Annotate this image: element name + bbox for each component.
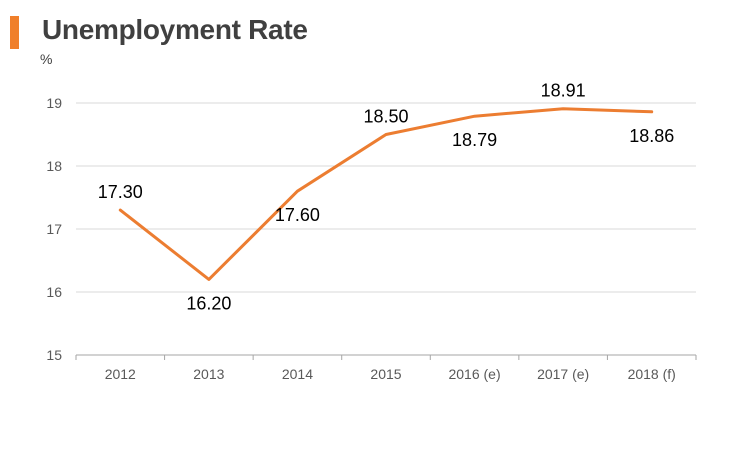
x-tick-label: 2018 (f) [628,366,676,382]
x-tick-label: 2016 (e) [448,366,500,382]
y-tick-label: 18 [46,158,62,174]
x-tick-label: 2014 [282,366,313,382]
x-tick-label: 2013 [193,366,224,382]
y-tick-label: 17 [46,221,62,237]
y-tick-label: 19 [46,95,62,111]
data-label: 17.60 [275,205,320,225]
y-axis-unit-label: % [40,51,52,67]
y-tick-label: 16 [46,284,62,300]
data-label: 18.50 [363,107,408,127]
series-line [118,107,654,281]
x-tick-label: 2015 [370,366,401,382]
x-tick-label: 2012 [105,366,136,382]
data-label: 18.79 [452,130,497,150]
data-label: 17.30 [98,182,143,202]
chart-title: Unemployment Rate [42,14,308,45]
title-accent-bar [10,16,19,49]
y-tick-label: 15 [46,347,62,363]
data-label: 18.86 [629,126,674,146]
x-tick-label: 2017 (e) [537,366,589,382]
data-label: 16.20 [186,293,231,313]
data-label: 18.91 [541,81,586,101]
